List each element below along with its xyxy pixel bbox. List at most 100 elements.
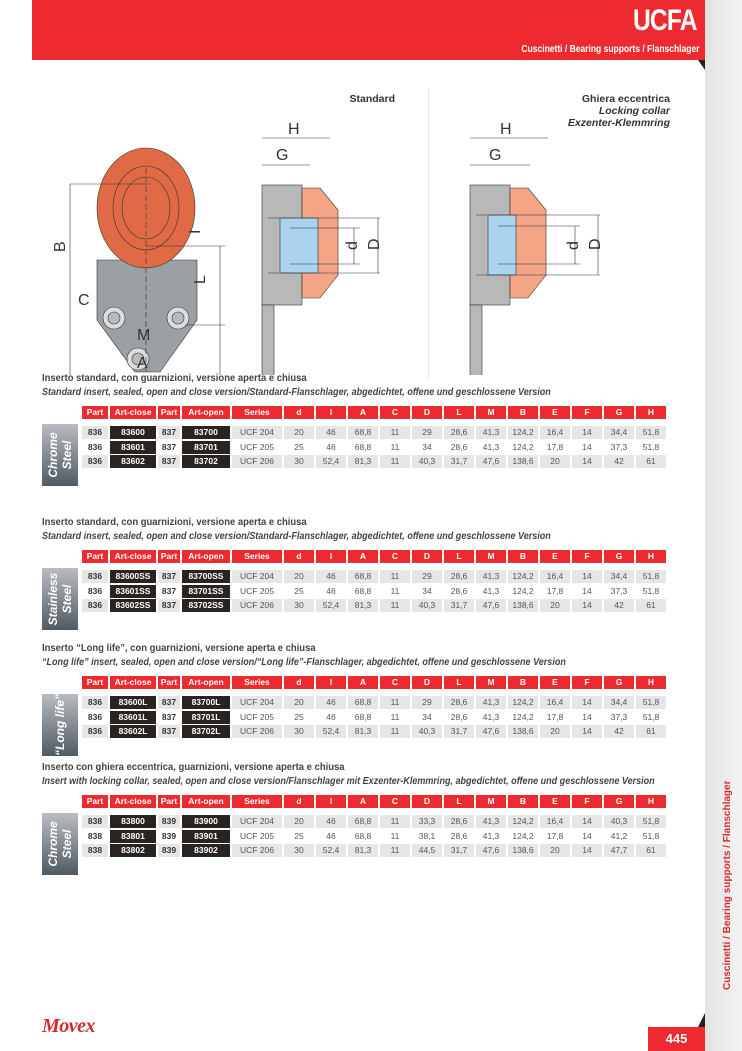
table-cell: 16,4: [540, 570, 570, 583]
table-cell: UCF 205: [239, 441, 274, 452]
material-label: Chrome Steel: [42, 813, 78, 875]
table-cell: 68,8: [354, 711, 372, 722]
table-cell: 31,7: [444, 455, 474, 468]
section-view-standard: [261, 137, 380, 375]
table-cell: 37,3: [610, 441, 628, 452]
table-cell: 837: [161, 711, 177, 722]
section-subtitle: Standard insert, sealed, open and close …: [42, 386, 551, 398]
table-cell: 83902: [182, 844, 230, 857]
table-cell: 14: [572, 426, 602, 439]
column-header: Art-open: [182, 676, 230, 689]
collar-caption: Ghiera eccentrica Locking collar Exzente…: [520, 93, 670, 129]
table-cell: 47,6: [476, 725, 506, 738]
column-header: C: [380, 550, 410, 563]
section-subtitle: “Long life” insert, sealed, open and clo…: [42, 656, 566, 668]
material-text: Chrome Steel: [46, 821, 74, 866]
column-header: Series: [232, 550, 282, 563]
column-header: B: [508, 550, 538, 563]
material-text: Stainless Steel: [46, 573, 74, 626]
table-cell: 14: [572, 696, 602, 709]
table-cell: 838: [82, 815, 108, 828]
table-cell: 61: [636, 725, 666, 738]
table-cell: 46: [326, 830, 336, 841]
table-cell: 20: [284, 696, 314, 709]
table-header: Part Art-close Part Art-open Series d I A C D L M B E…: [82, 795, 668, 808]
table-cell: 11: [380, 844, 410, 857]
table-cell: 28,6: [450, 711, 468, 722]
table-row: 836 83600SS 837 83700SS UCF 204 20 46 68,8 11 29 2…: [82, 570, 668, 583]
material-line: Chrome: [46, 432, 60, 478]
section-title: Inserto standard, con guarnizioni, versi…: [42, 516, 307, 528]
table-cell: 51,8: [636, 426, 666, 439]
table-cell: 40,3: [412, 599, 442, 612]
column-header: Part: [82, 550, 108, 563]
table-cell: 837: [158, 599, 180, 612]
column-header: Part: [158, 406, 180, 419]
table-cell: 83702L: [182, 725, 230, 738]
table-cell: 83600L: [110, 696, 156, 709]
caption-en: Locking collar: [598, 105, 670, 117]
table-cell: 83601: [110, 440, 156, 454]
table-cell: 28,6: [444, 696, 474, 709]
column-header: A: [348, 550, 378, 563]
table-cell: 14: [582, 830, 592, 841]
table-cell: 836: [82, 696, 108, 709]
section-title: Inserto “Long life”, con guarnizioni, ve…: [42, 642, 316, 654]
column-header: M: [476, 406, 506, 419]
table-cell: UCF 204: [232, 696, 282, 709]
table-row: 836 83602L 837 83702L UCF 206 30 52,4 81,3 11 40,…: [82, 725, 668, 738]
table-cell: 836: [82, 570, 108, 583]
table-cell: UCF 204: [232, 815, 282, 828]
table-cell: 83700L: [182, 696, 230, 709]
column-header: Part: [158, 795, 180, 808]
column-header: Art-close: [110, 550, 156, 563]
column-header: G: [604, 550, 634, 563]
table-cell: 20: [540, 844, 570, 857]
dim-I: I: [187, 230, 204, 234]
column-header: d: [284, 795, 314, 808]
table-cell: 83702SS: [182, 599, 230, 612]
table-cell: 61: [636, 455, 666, 468]
column-header: Art-open: [182, 795, 230, 808]
table-row: 836 83601SS 837 83701SS UCF 205 25 46 68,8 11 34 2…: [82, 584, 668, 598]
table-cell: 83901: [182, 829, 230, 843]
material-line: “Long life”: [53, 694, 67, 756]
table-cell: 52,4: [316, 599, 346, 612]
table-cell: 52,4: [316, 844, 346, 857]
column-header: M: [476, 676, 506, 689]
table-cell: 41,2: [610, 830, 628, 841]
table-cell: 29: [412, 426, 442, 439]
column-header: Series: [232, 795, 282, 808]
table-cell: 47,7: [604, 844, 634, 857]
divider: [428, 88, 429, 378]
table-cell: 16,4: [540, 426, 570, 439]
front-view: [69, 147, 225, 375]
column-header: I: [316, 795, 346, 808]
dim-A: A: [137, 355, 148, 372]
table-cell: 20: [540, 599, 570, 612]
table-cell: 68,8: [348, 815, 378, 828]
table-cell: 68,8: [348, 570, 378, 583]
table-cell: UCF 205: [239, 711, 274, 722]
table-cell: 11: [390, 830, 400, 841]
section-view-collar: [469, 137, 600, 375]
table-cell: 83701: [182, 440, 230, 454]
column-header: d: [284, 550, 314, 563]
column-header: M: [476, 795, 506, 808]
page-title: UCFA: [633, 4, 698, 37]
column-header: Series: [232, 406, 282, 419]
table-cell: 46: [316, 426, 346, 439]
column-header: H: [636, 795, 666, 808]
table-cell: 41,3: [476, 570, 506, 583]
table-cell: 138,6: [508, 599, 538, 612]
table-cell: 38,1: [418, 830, 436, 841]
table-cell: 124,2: [508, 815, 538, 828]
table-cell: 11: [380, 599, 410, 612]
column-header: E: [540, 406, 570, 419]
table-cell: 17,8: [546, 711, 564, 722]
column-header: G: [604, 795, 634, 808]
table-row: 838 83802 839 83902 UCF 206 30 52,4 81,3 11 44,5 3…: [82, 844, 668, 857]
table-cell: UCF 206: [232, 455, 282, 468]
table-row: 838 83801 839 83901 UCF 205 25 46 68,8 11 38,1 28,…: [82, 829, 668, 843]
page-number: 445: [648, 1027, 705, 1051]
